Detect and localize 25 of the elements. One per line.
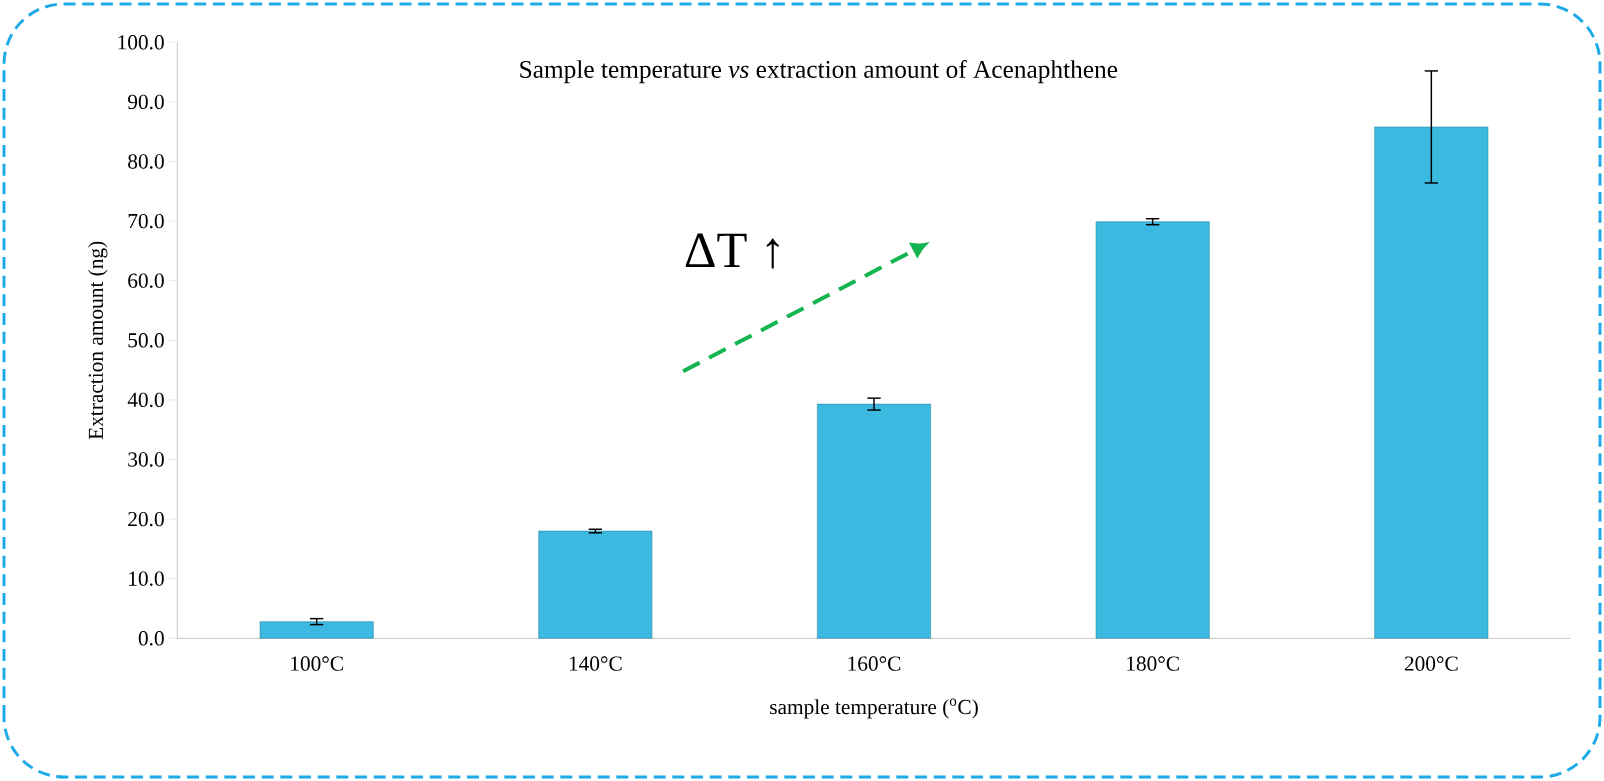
- bar: [817, 403, 931, 639]
- bar: [259, 621, 374, 639]
- annotation: ΔT ↑: [685, 233, 779, 269]
- y-tick-label: 80.0: [128, 154, 164, 169]
- x-tick-label: 140°C: [569, 656, 622, 671]
- text: Sample temperature vs extraction amount of Acenaphthene: [520, 59, 1118, 84]
- y-tick-label: 30.0: [128, 452, 164, 467]
- bar: [1095, 221, 1210, 639]
- x-tick-label: 160°C: [848, 656, 901, 671]
- x-tick-label: 100°C: [291, 656, 343, 671]
- y-tick-label: 10.0: [129, 571, 164, 586]
- y-tick-label: 90.0: [127, 94, 164, 110]
- y-tick-label: 70.0: [128, 213, 164, 229]
- y-tick-label: 60.0: [128, 273, 164, 288]
- y-axis-title: Extraction amount (ng): [88, 241, 108, 440]
- y-tick-label: 20.0: [128, 511, 164, 527]
- x-tick-label: 180°C: [1127, 656, 1179, 671]
- bar: [538, 530, 653, 639]
- y-tick-label: 0.0: [138, 631, 164, 646]
- y-tick-label: 40.0: [127, 392, 164, 408]
- y-tick-label: 50.0: [128, 333, 164, 348]
- x-tick-label: 200°C: [1404, 656, 1458, 671]
- x-axis-title: sample temperature ($^{o}$C): [770, 698, 978, 719]
- bar: [1374, 126, 1489, 639]
- y-tick-label: 100.0: [118, 35, 164, 50]
